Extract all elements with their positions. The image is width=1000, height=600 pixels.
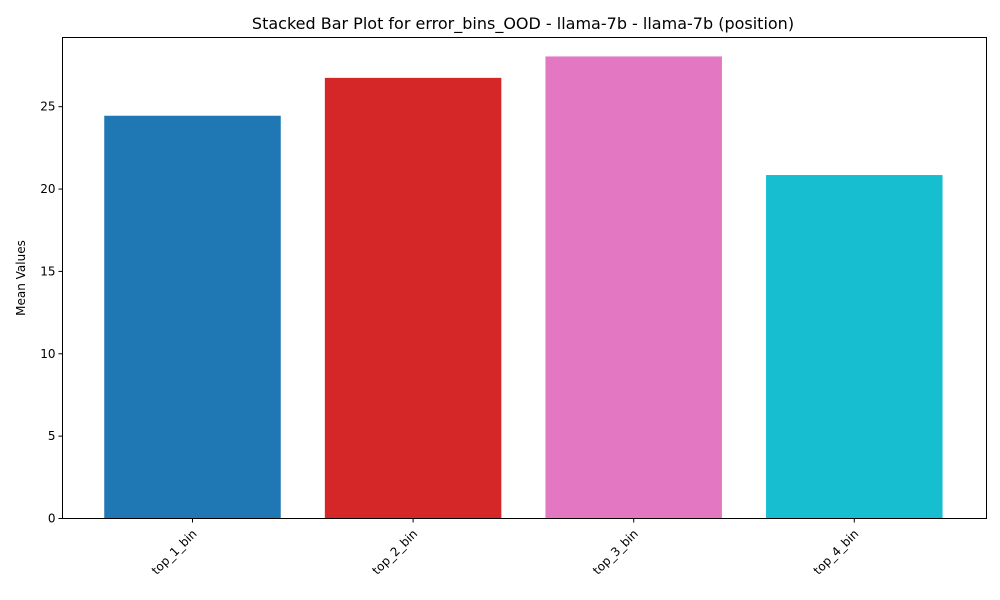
y-tick-label: 20 <box>40 182 55 196</box>
x-tick-label: top_4_bin <box>811 527 862 578</box>
x-tick-label: top_1_bin <box>149 527 200 578</box>
y-tick-label: 25 <box>40 100 55 114</box>
y-axis-ticks: 0 5 10 15 20 25 <box>40 100 63 526</box>
y-axis-label: Mean Values <box>14 240 28 316</box>
plot-frame <box>62 37 987 519</box>
y-tick-label: 0 <box>48 512 56 526</box>
chart-title: Stacked Bar Plot for error_bins_OOD - ll… <box>252 14 794 34</box>
y-tick-label: 15 <box>40 264 55 278</box>
x-axis-ticks: top_1_bin top_2_bin top_3_bin top_4_bin <box>149 518 862 578</box>
bar-top_4_bin <box>766 175 943 519</box>
bar-top_3_bin <box>545 56 722 519</box>
y-tick-label: 5 <box>48 429 56 443</box>
x-tick-label: top_2_bin <box>369 527 420 578</box>
bars-group <box>104 56 943 519</box>
y-tick-label: 10 <box>40 347 55 361</box>
x-tick-label: top_3_bin <box>590 527 641 578</box>
bar-top_2_bin <box>324 77 502 519</box>
bar-top_1_bin <box>104 115 281 519</box>
